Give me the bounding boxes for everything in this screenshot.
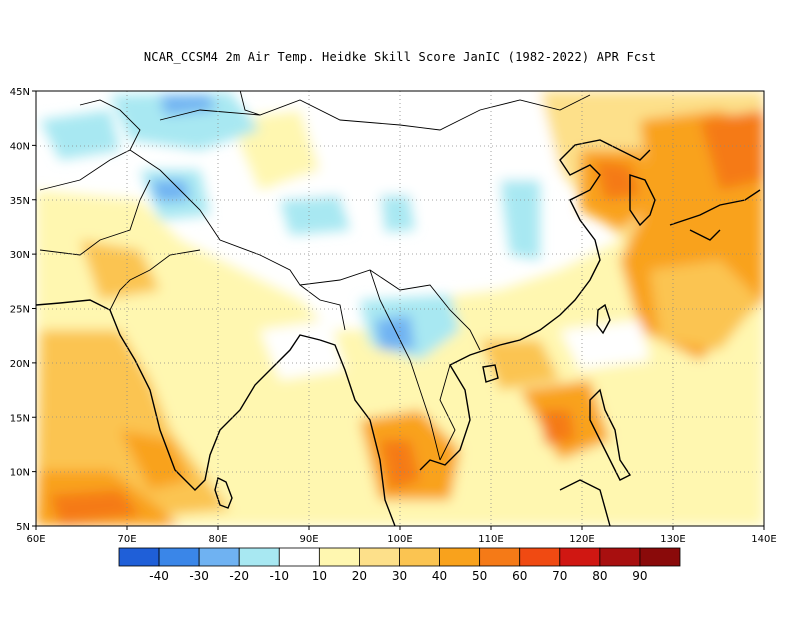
colorbar-label: 50 (472, 569, 487, 583)
colorbar-label: 80 (592, 569, 607, 583)
colorbar-swatch (198, 547, 240, 567)
lon-tick-label: 140E (751, 534, 776, 545)
colorbar-swatch (639, 547, 681, 567)
lon-tick-label: 110E (478, 534, 503, 545)
colorbar-swatch (318, 547, 360, 567)
colorbar-swatch (599, 547, 641, 567)
colorbar-label: -40 (149, 569, 169, 583)
lon-tick-label: 80E (208, 534, 227, 545)
colorbar-label: 70 (552, 569, 567, 583)
colorbar-label: 30 (392, 569, 407, 583)
lat-tick-label: 30N (10, 250, 30, 261)
lon-tick-label: 90E (299, 534, 318, 545)
axis-ticks: 60E 70E 80E 90E 100E 110E 120E 130E 140E 5N 10N 15N… (10, 87, 777, 545)
lat-tick-label: 35N (10, 196, 30, 207)
colorbar-label: -10 (269, 569, 289, 583)
political-borders (39, 91, 591, 461)
lat-tick-label: 25N (10, 305, 30, 316)
lon-tick-label: 60E (26, 534, 45, 545)
colorbar-label: 60 (512, 569, 527, 583)
lon-tick-label: 130E (660, 534, 685, 545)
lon-tick-label: 120E (569, 534, 594, 545)
map-title: NCAR_CCSM4 2m Air Temp. Heidke Skill Sco… (143, 50, 657, 64)
colorbar-swatch (479, 547, 521, 567)
lat-tick-label: 20N (10, 359, 30, 370)
lat-tick-label: 5N (16, 522, 30, 533)
colorbar-label: 90 (632, 569, 647, 583)
colorbar-swatch (158, 547, 200, 567)
colorbar-swatch (359, 547, 400, 567)
colorbar-label: 10 (312, 569, 327, 583)
colorbar-label: -20 (229, 569, 249, 583)
lat-tick-label: 40N (10, 141, 30, 152)
colorbar: -40 -30 -20 -10 10 20 30 40 50 60 70 80 90 (118, 547, 681, 583)
colorbar-label: 40 (432, 569, 447, 583)
colorbar-label: -30 (189, 569, 209, 583)
colorbar-swatch (439, 547, 481, 567)
colorbar-swatch (238, 547, 280, 567)
colorbar-swatch (559, 547, 601, 567)
colorbar-swatch (519, 547, 561, 567)
coastlines (36, 139, 761, 526)
colorbar-swatch (278, 547, 320, 567)
gridlines (36, 91, 764, 526)
lat-tick-label: 15N (10, 413, 30, 424)
colorbar-label: 20 (352, 569, 367, 583)
lat-tick-label: 45N (10, 87, 30, 98)
lat-tick-label: 10N (10, 468, 30, 479)
colorbar-swatch (399, 547, 440, 567)
skill-field (36, 91, 764, 526)
lon-tick-label: 70E (117, 534, 136, 545)
colorbar-swatch (118, 547, 160, 567)
lon-tick-label: 100E (387, 534, 412, 545)
